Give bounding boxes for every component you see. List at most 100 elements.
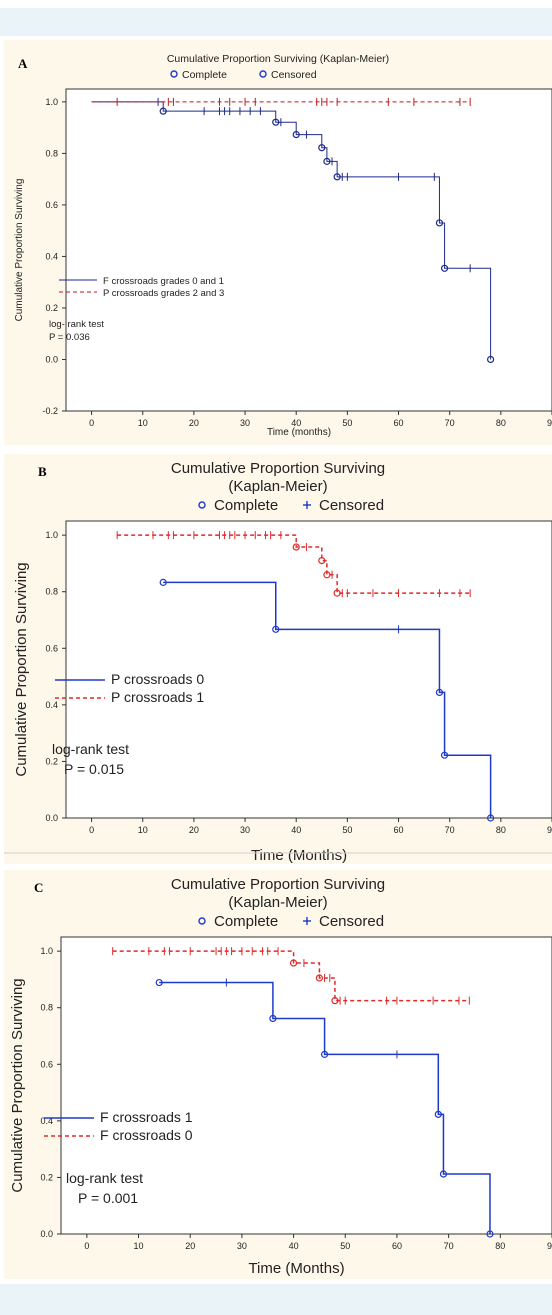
x-tick-label: 80 <box>495 1241 505 1251</box>
legend-complete-label: Complete <box>182 69 227 81</box>
y-tick-label: 0.4 <box>40 1116 53 1126</box>
y-tick-label: 0.6 <box>45 200 58 210</box>
legend-label-1: F crossroads 1 <box>100 1109 193 1125</box>
y-tick-label: 0.8 <box>45 587 58 597</box>
complete-marker <box>331 997 339 1005</box>
plot-area <box>60 936 552 1235</box>
complete-marker <box>487 814 495 822</box>
km-chart-a: A Cumulative Proportion Surviving (Kapla… <box>14 53 552 438</box>
chart-title: (Kaplan-Meier) <box>228 894 327 911</box>
y-tick-label: 1.0 <box>45 530 58 540</box>
x-tick-label: 90 <box>547 1241 552 1251</box>
legend-censored-label: Censored <box>271 69 317 81</box>
complete-marker <box>272 118 280 126</box>
x-tick-label: 60 <box>392 1241 402 1251</box>
y-axis-label: Cumulative Proportion Surviving <box>9 978 26 1192</box>
panel-letter-c: C <box>34 880 43 895</box>
x-tick-label: 0 <box>89 825 94 835</box>
legend-complete-marker <box>198 501 206 509</box>
legend-complete-marker <box>170 70 178 78</box>
x-tick-label: 30 <box>240 825 250 835</box>
km-chart-b: B Cumulative Proportion Surviving(Kaplan… <box>4 460 552 864</box>
x-tick-label: 40 <box>291 825 301 835</box>
km-chart-c: C Cumulative Proportion Surviving (Kaplan… <box>9 876 552 1277</box>
legend-censored-label: Censored <box>319 913 384 930</box>
x-tick-label: 30 <box>240 418 250 428</box>
complete-marker <box>289 959 298 967</box>
legend-label-2: P crossroads 1 <box>111 689 204 705</box>
complete-marker <box>292 130 300 139</box>
logrank-annotation: log-rank test <box>66 1170 143 1186</box>
complete-marker <box>159 578 167 586</box>
complete-marker <box>269 1014 277 1023</box>
complete-marker <box>318 144 326 152</box>
complete-marker <box>440 751 449 759</box>
complete-marker <box>435 219 444 227</box>
y-tick-label: 0.6 <box>45 643 58 653</box>
y-tick-label: 0.0 <box>40 1229 53 1239</box>
y-tick-label: 0.6 <box>40 1059 53 1069</box>
x-axis-label: Time (Months) <box>248 1260 344 1277</box>
logrank-annotation: log- rank test <box>49 319 104 330</box>
complete-marker <box>333 173 341 181</box>
plot-area <box>65 520 552 819</box>
complete-marker <box>159 107 167 115</box>
complete-marker <box>333 589 341 597</box>
logrank-annotation: P = 0.036 <box>49 332 90 343</box>
complete-marker <box>272 625 280 633</box>
y-tick-label: 0.8 <box>40 1003 53 1013</box>
y-tick-label: 0.0 <box>45 813 58 823</box>
x-tick-label: 20 <box>189 825 199 835</box>
x-tick-label: 90 <box>547 418 552 428</box>
x-tick-label: 20 <box>189 418 199 428</box>
legend-complete-label: Complete <box>214 913 278 930</box>
x-tick-label: 50 <box>342 418 352 428</box>
x-tick-label: 10 <box>138 418 148 428</box>
x-tick-label: 40 <box>289 1241 299 1251</box>
x-tick-label: 0 <box>89 418 94 428</box>
logrank-annotation: P = 0.001 <box>78 1190 138 1206</box>
complete-marker <box>318 556 326 565</box>
survival-curve-2 <box>112 950 470 1002</box>
complete-marker <box>323 571 331 579</box>
x-axis-label: Time (Months) <box>251 847 347 864</box>
y-axis-label: Cumulative Proportion Surviving <box>14 179 25 322</box>
x-tick-label: 70 <box>445 825 455 835</box>
x-tick-label: 10 <box>134 1241 144 1251</box>
top-band <box>0 8 552 36</box>
y-tick-label: -0.2 <box>42 406 58 416</box>
bottom-band <box>0 1284 552 1315</box>
y-tick-label: 0.0 <box>45 354 58 364</box>
legend-censored-marker <box>259 70 267 78</box>
x-tick-label: 90 <box>547 825 552 835</box>
chart-title: Cumulative Proportion Surviving (Kaplan-… <box>167 53 389 65</box>
y-axis-label: Cumulative Proportion Surviving <box>13 562 30 776</box>
complete-marker <box>486 1230 494 1238</box>
y-tick-label: 0.2 <box>45 303 58 313</box>
y-tick-label: 0.4 <box>45 251 58 261</box>
x-tick-label: 70 <box>445 418 455 428</box>
complete-marker <box>439 1170 448 1178</box>
complete-marker <box>434 1110 442 1118</box>
complete-marker <box>315 974 324 982</box>
complete-marker <box>435 688 444 697</box>
plot-area <box>65 88 552 412</box>
x-tick-label: 20 <box>185 1241 195 1251</box>
x-tick-label: 40 <box>291 418 301 428</box>
logrank-annotation: P = 0.015 <box>64 761 124 777</box>
x-tick-label: 0 <box>84 1241 89 1251</box>
complete-marker <box>323 157 331 165</box>
y-tick-label: 0.2 <box>45 756 58 766</box>
complete-marker <box>487 355 495 364</box>
legend-complete-label: Complete <box>214 497 278 514</box>
x-tick-label: 70 <box>444 1241 454 1251</box>
legend-label-2: F crossroads 0 <box>100 1127 193 1143</box>
legend-label-1: P crossroads 0 <box>111 671 204 687</box>
y-tick-label: 1.0 <box>45 97 58 107</box>
complete-marker <box>440 264 449 272</box>
panel-letter-b: B <box>38 464 47 479</box>
figure-panel-c: C Cumulative Proportion Surviving (Kaplan… <box>4 870 552 1279</box>
x-tick-label: 60 <box>394 418 404 428</box>
survival-curve-1 <box>163 581 492 818</box>
figure-panel-a: A Cumulative Proportion Surviving (Kapla… <box>4 40 552 445</box>
